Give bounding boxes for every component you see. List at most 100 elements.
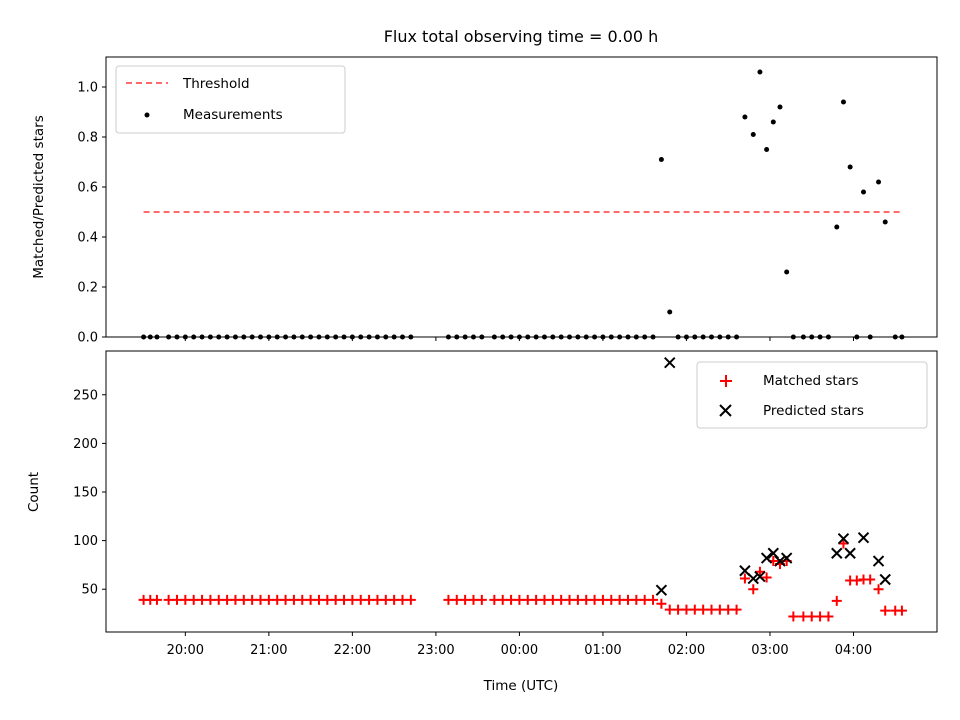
top-plot-frame <box>105 56 938 338</box>
top-y-tick-label: 0.6 <box>77 181 98 196</box>
matched-star-point <box>689 604 700 615</box>
matched-star-point <box>476 594 487 605</box>
matched-star-point <box>263 594 274 605</box>
matched-star-point <box>606 594 617 605</box>
x-tick-label: 00:00 <box>501 643 538 658</box>
matched-star-point <box>468 594 479 605</box>
matched-star-point <box>896 605 907 616</box>
measurement-point <box>750 132 756 137</box>
predicted-star-point <box>780 552 793 564</box>
bottom-legend: Matched stars Predicted stars <box>696 361 928 429</box>
bottom-y-tick-label: 50 <box>81 583 98 598</box>
legend-matched-label: Matched stars <box>763 373 859 389</box>
x-tick-label: 04:00 <box>835 643 872 658</box>
matched-star-point <box>288 594 299 605</box>
predicted-star-point <box>754 570 766 583</box>
matched-star-point <box>305 594 316 605</box>
predicted-star-point <box>655 584 668 596</box>
matched-star-point <box>247 594 258 605</box>
matched-star-point <box>539 594 550 605</box>
matched-star-point <box>205 594 216 605</box>
matched-star-point <box>788 611 799 622</box>
matched-star-point <box>664 604 675 615</box>
matched-star-point <box>739 573 750 584</box>
matched-star-point <box>798 611 809 622</box>
bottom-y-axis-label: Count <box>26 472 42 512</box>
measurement-point <box>764 147 770 152</box>
top-y-tick-label: 0.4 <box>77 231 98 246</box>
predicted-star-point <box>879 573 891 586</box>
matched-star-point <box>648 594 659 605</box>
x-tick-label: 03:00 <box>751 643 788 658</box>
predicted-star-point <box>872 555 885 567</box>
legend-matched-swatch <box>720 375 732 387</box>
x-tick-label: 01:00 <box>584 643 621 658</box>
matched-star-point <box>865 574 876 585</box>
matched-star-point <box>748 584 759 595</box>
matched-star-point <box>815 611 826 622</box>
matched-star-point <box>322 594 333 605</box>
legend-measurements-label: Measurements <box>183 107 283 123</box>
matched-star-point <box>714 604 725 615</box>
top-panel: 0.0 0.2 0.4 0.6 0.8 1.0 Matched/Predicted sta… <box>31 56 938 346</box>
matched-star-point <box>531 594 542 605</box>
matched-star-point <box>547 594 558 605</box>
matched-star-point <box>731 604 742 615</box>
measurement-point <box>882 219 888 225</box>
matched-star-point <box>522 594 533 605</box>
top-y-axis-label: Matched/Predicted stars <box>31 115 47 278</box>
top-y-tick-label: 0.0 <box>77 331 98 346</box>
matched-star-point <box>405 594 416 605</box>
matched-star-point <box>171 594 182 605</box>
matched-star-point <box>581 594 592 605</box>
measurement-point <box>840 99 846 105</box>
legend-predicted-label: Predicted stars <box>763 403 864 419</box>
matched-star-point <box>622 594 633 605</box>
matched-star-point <box>873 584 884 595</box>
measurement-point <box>847 164 853 170</box>
matched-star-point <box>831 595 842 606</box>
bottom-y-tick-label: 200 <box>73 437 98 452</box>
matched-star-point <box>197 594 208 605</box>
matched-star-point <box>639 594 650 605</box>
matched-star-point <box>514 594 525 605</box>
bottom-y-tick-label: 150 <box>73 485 98 500</box>
predicted-star-point <box>831 547 843 559</box>
matched-star-point <box>806 611 817 622</box>
top-y-tick-label: 0.2 <box>77 281 98 296</box>
measurement-point <box>784 269 790 275</box>
matched-star-point <box>151 594 162 605</box>
matched-star-point <box>451 594 462 605</box>
matched-star-point <box>272 594 283 605</box>
top-y-tick-label: 1.0 <box>77 81 98 96</box>
matched-star-point <box>681 604 692 615</box>
legend-threshold-label: Threshold <box>182 76 250 92</box>
matched-star-point <box>180 594 191 605</box>
predicted-star-point <box>857 531 870 544</box>
legend-predicted-swatch <box>719 404 732 417</box>
measurement-point <box>876 179 882 185</box>
matched-star-point <box>297 594 308 605</box>
matched-star-point <box>330 594 341 605</box>
matched-star-point <box>572 594 583 605</box>
matched-star-point <box>497 594 508 605</box>
matched-star-point <box>489 594 500 605</box>
matched-star-point <box>556 594 567 605</box>
measurement-point <box>770 119 776 125</box>
matched-star-point <box>506 594 517 605</box>
predicted-star-point <box>844 547 856 559</box>
matched-star-point <box>823 611 834 622</box>
matched-star-point <box>238 594 249 605</box>
matched-star-point <box>589 594 600 605</box>
predicted-star-point <box>774 555 786 567</box>
matched-star-point <box>313 594 324 605</box>
predicted-star-point <box>747 572 759 585</box>
matched-star-point <box>706 604 717 615</box>
matched-star-point <box>460 594 471 605</box>
matched-star-point <box>631 594 642 605</box>
matched-star-point <box>347 594 358 605</box>
measurement-point <box>834 224 840 230</box>
measurement-point <box>757 69 763 75</box>
measurement-point <box>777 104 783 110</box>
measurement-point <box>742 114 748 120</box>
